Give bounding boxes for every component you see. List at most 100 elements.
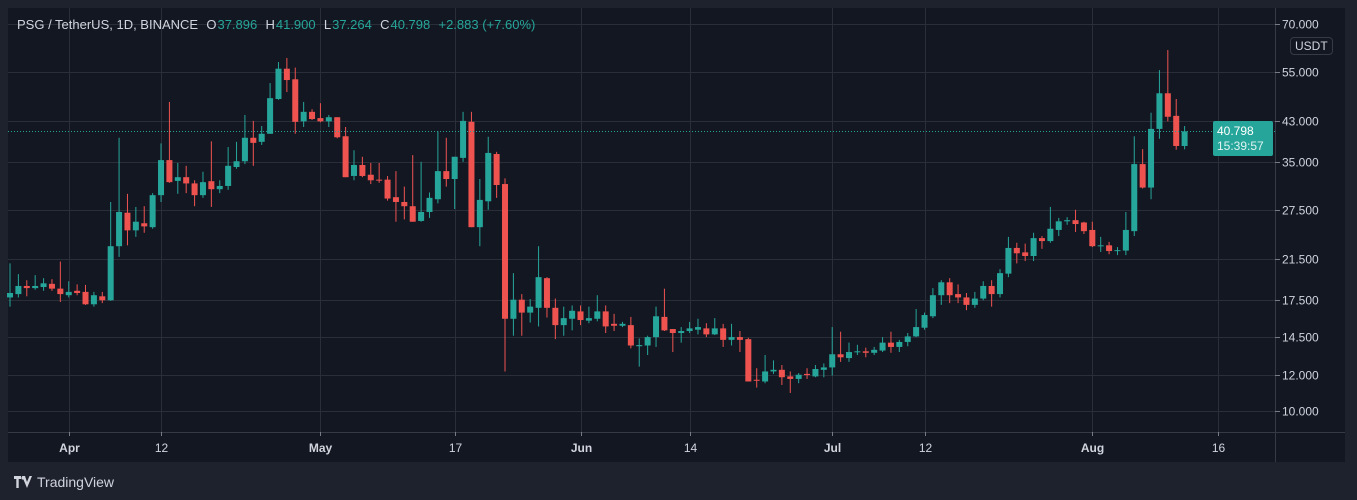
candle bbox=[57, 261, 64, 302]
candle-body bbox=[267, 98, 274, 134]
candle-body bbox=[1080, 222, 1087, 232]
candle bbox=[812, 365, 819, 378]
candle bbox=[65, 281, 72, 298]
candle bbox=[1097, 236, 1104, 252]
candle-body bbox=[485, 152, 492, 202]
candle-body bbox=[367, 174, 374, 181]
candle-body bbox=[955, 294, 962, 298]
candle bbox=[309, 109, 316, 120]
candle-body bbox=[720, 328, 727, 340]
candle-body bbox=[762, 371, 769, 382]
candle bbox=[418, 161, 425, 222]
candle bbox=[627, 316, 634, 349]
candle-body bbox=[929, 295, 936, 317]
candle-body bbox=[1022, 252, 1029, 256]
candle bbox=[1148, 112, 1155, 200]
candle-body bbox=[653, 316, 660, 338]
candle bbox=[971, 291, 978, 308]
candle-body bbox=[149, 195, 156, 228]
candle bbox=[535, 246, 542, 327]
candle bbox=[644, 335, 651, 356]
candle-body bbox=[15, 285, 22, 295]
price-tick-label: 10.000 bbox=[1282, 405, 1319, 419]
candle bbox=[409, 155, 416, 222]
candle bbox=[48, 279, 55, 291]
candle-body bbox=[141, 223, 148, 227]
price-axis bbox=[1275, 8, 1345, 462]
candle bbox=[350, 150, 357, 181]
candle-body bbox=[602, 311, 609, 327]
candle-body bbox=[904, 336, 911, 342]
currency-unit-button[interactable]: USDT bbox=[1290, 37, 1333, 55]
candle-body bbox=[1013, 247, 1020, 254]
candle bbox=[720, 323, 727, 347]
candle bbox=[770, 360, 777, 374]
candle-body bbox=[569, 310, 576, 319]
candle bbox=[199, 171, 206, 198]
candle bbox=[124, 193, 131, 246]
open-label: O bbox=[206, 17, 217, 32]
candle-body bbox=[913, 327, 920, 337]
candle bbox=[141, 206, 148, 233]
candle bbox=[116, 137, 123, 257]
candle-body bbox=[837, 354, 844, 358]
candle bbox=[359, 156, 366, 178]
candle-body bbox=[896, 341, 903, 347]
candle-body bbox=[1097, 245, 1104, 247]
candle bbox=[1013, 242, 1020, 264]
candle bbox=[40, 278, 47, 291]
candle bbox=[451, 156, 458, 210]
candle bbox=[653, 306, 660, 347]
candle-body bbox=[283, 68, 290, 81]
candle bbox=[468, 111, 475, 228]
candle bbox=[208, 141, 215, 207]
candle bbox=[753, 368, 760, 388]
candle bbox=[871, 346, 878, 356]
time-tick-label: May bbox=[309, 441, 333, 455]
candle-body bbox=[7, 292, 13, 298]
candle bbox=[1022, 243, 1029, 262]
candle bbox=[904, 333, 911, 347]
footer-brand[interactable]: TradingView bbox=[14, 474, 114, 490]
candle bbox=[577, 305, 584, 326]
candle-body bbox=[535, 277, 542, 308]
candle-body bbox=[686, 328, 693, 332]
time-tick-label: 17 bbox=[449, 441, 463, 455]
candle bbox=[711, 318, 718, 336]
bar-countdown: 15:39:57 bbox=[1217, 139, 1264, 153]
candle-body bbox=[963, 297, 970, 305]
candle bbox=[15, 274, 22, 298]
candle bbox=[1122, 211, 1129, 256]
candle-body bbox=[502, 184, 509, 319]
candle bbox=[426, 192, 433, 218]
price-tick-label: 12.000 bbox=[1282, 369, 1319, 383]
candle bbox=[7, 263, 13, 307]
candle-body bbox=[300, 111, 307, 122]
candle bbox=[703, 323, 710, 338]
candle bbox=[896, 339, 903, 353]
candle-body bbox=[745, 339, 752, 382]
candle-body bbox=[342, 136, 349, 178]
candle-body bbox=[510, 299, 517, 319]
candle bbox=[174, 162, 181, 194]
chart-pane bbox=[8, 8, 1275, 432]
candle-body bbox=[199, 182, 206, 196]
low-label: L bbox=[323, 17, 332, 32]
symbol-title[interactable]: PSG / TetherUS, 1D, BINANCE bbox=[17, 17, 199, 32]
candle bbox=[132, 206, 139, 237]
time-tick-label: Apr bbox=[59, 441, 80, 455]
candle-body bbox=[216, 185, 223, 190]
candle bbox=[342, 126, 349, 178]
candle bbox=[434, 131, 441, 204]
last-price-value: 40.798 bbox=[1217, 124, 1254, 138]
candle bbox=[158, 143, 165, 202]
candle bbox=[837, 331, 844, 362]
candle bbox=[560, 306, 567, 336]
candlestick-chart[interactable]: 70.000 55.000 43.000 35.000 27.500 21.500 17.5… bbox=[0, 0, 1357, 470]
candle-body bbox=[443, 171, 450, 180]
candle bbox=[762, 355, 769, 384]
candle-body bbox=[1072, 220, 1079, 225]
candle bbox=[1089, 221, 1096, 248]
candle-body bbox=[1106, 245, 1113, 252]
candle bbox=[267, 83, 274, 134]
